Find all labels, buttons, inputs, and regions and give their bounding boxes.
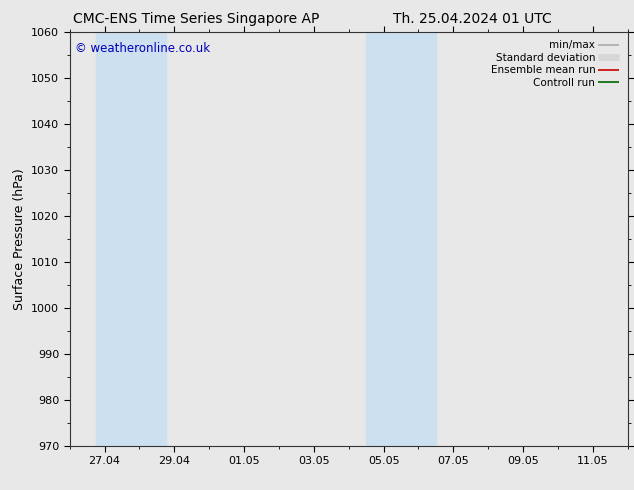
Text: Th. 25.04.2024 01 UTC: Th. 25.04.2024 01 UTC (393, 12, 552, 26)
Legend: min/max, Standard deviation, Ensemble mean run, Controll run: min/max, Standard deviation, Ensemble me… (488, 37, 623, 91)
Text: CMC-ENS Time Series Singapore AP: CMC-ENS Time Series Singapore AP (74, 12, 320, 26)
Bar (96, 32, 165, 446)
Bar (366, 32, 436, 446)
Text: © weatheronline.co.uk: © weatheronline.co.uk (75, 42, 210, 55)
Y-axis label: Surface Pressure (hPa): Surface Pressure (hPa) (13, 168, 25, 310)
